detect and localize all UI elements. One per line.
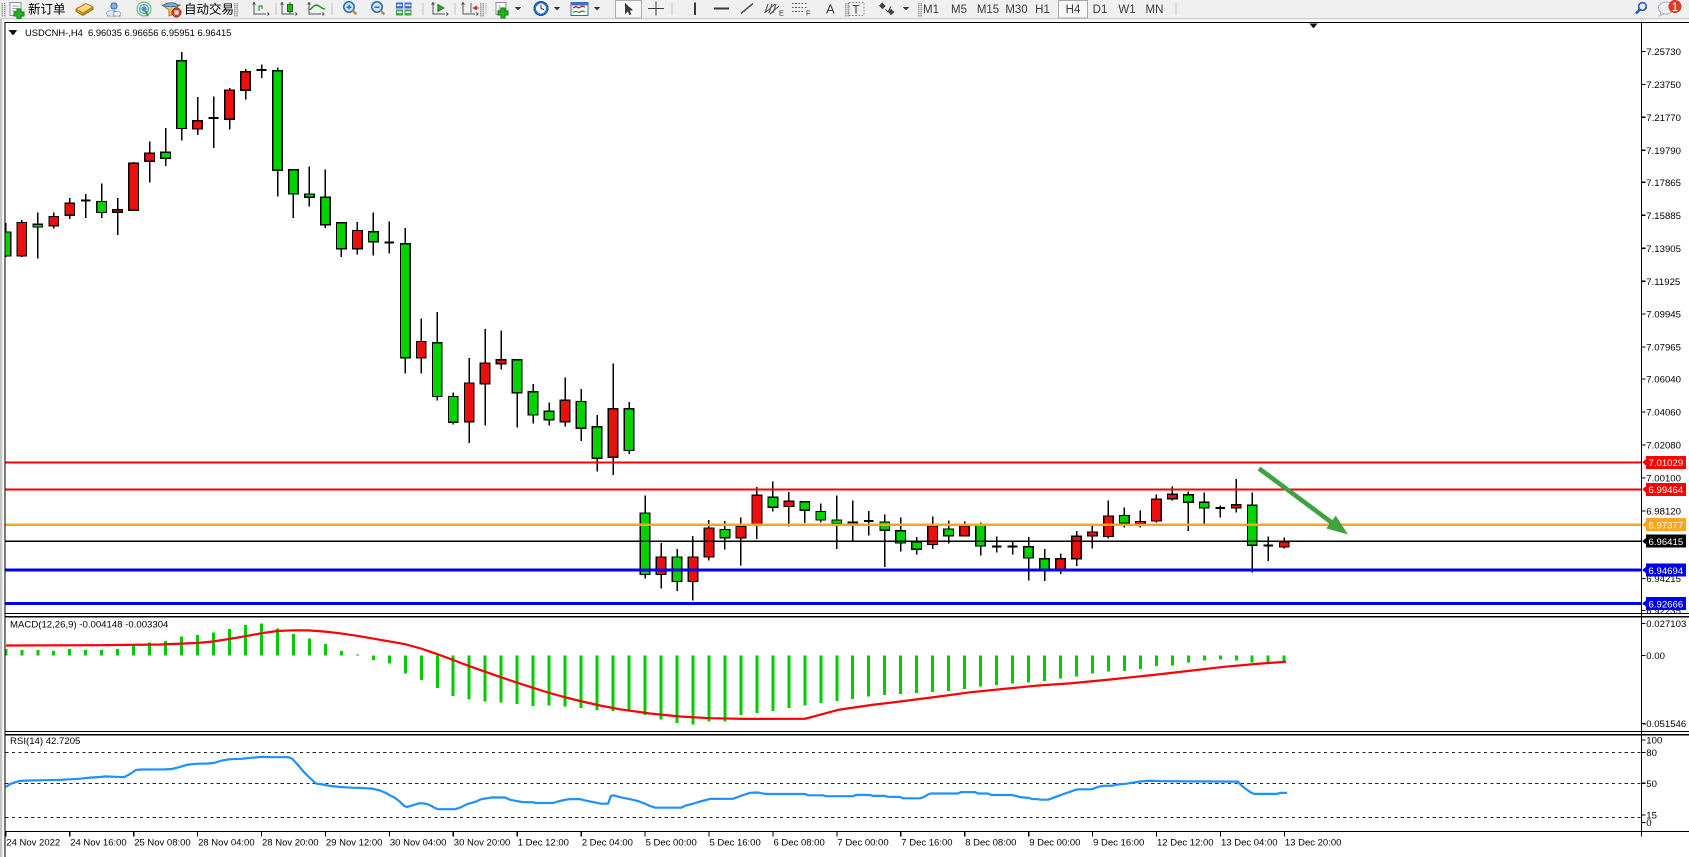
svg-text:1: 1 xyxy=(1672,2,1678,14)
svg-text:D1: D1 xyxy=(1093,4,1108,16)
svg-text:MN: MN xyxy=(1146,4,1164,16)
svg-text:7.01029: 7.01029 xyxy=(1649,458,1684,469)
svg-text:25 Nov 08:00: 25 Nov 08:00 xyxy=(134,838,191,849)
svg-text:MACD(12,26,9) -0.004148 -0.003: MACD(12,26,9) -0.004148 -0.003304 xyxy=(10,620,169,631)
svg-text:M1: M1 xyxy=(923,4,939,16)
svg-text:7.11925: 7.11925 xyxy=(1646,277,1680,288)
svg-text:100: 100 xyxy=(1646,736,1662,747)
svg-text:6.96415: 6.96415 xyxy=(1649,537,1684,548)
svg-text:7.04060: 7.04060 xyxy=(1646,408,1681,419)
svg-text:29 Nov 12:00: 29 Nov 12:00 xyxy=(326,838,383,849)
svg-text:H1: H1 xyxy=(1035,4,1050,16)
svg-text:7.19790: 7.19790 xyxy=(1646,146,1681,157)
svg-text:1 Dec 12:00: 1 Dec 12:00 xyxy=(518,838,569,849)
svg-text:7.09945: 7.09945 xyxy=(1646,310,1681,321)
svg-text:7 Dec 00:00: 7 Dec 00:00 xyxy=(837,838,888,849)
svg-text:6.92235: 6.92235 xyxy=(1646,606,1681,617)
svg-text:9 Dec 16:00: 9 Dec 16:00 xyxy=(1093,838,1144,849)
svg-text:24 Nov 2022: 24 Nov 2022 xyxy=(6,838,60,849)
svg-text:7.00100: 7.00100 xyxy=(1646,474,1681,485)
svg-text:6.99464: 6.99464 xyxy=(1649,485,1684,496)
svg-text:28 Nov 20:00: 28 Nov 20:00 xyxy=(262,838,319,849)
svg-text:6.98120: 6.98120 xyxy=(1646,507,1681,518)
svg-text:30 Nov 04:00: 30 Nov 04:00 xyxy=(390,838,447,849)
svg-text:H4: H4 xyxy=(1066,4,1081,16)
svg-text:9 Dec 00:00: 9 Dec 00:00 xyxy=(1029,838,1080,849)
svg-text:12 Dec 12:00: 12 Dec 12:00 xyxy=(1157,838,1214,849)
svg-text:M5: M5 xyxy=(951,4,967,16)
svg-text:50: 50 xyxy=(1646,779,1657,790)
svg-text:6 Dec 08:00: 6 Dec 08:00 xyxy=(774,838,825,849)
svg-text:28 Nov 04:00: 28 Nov 04:00 xyxy=(198,838,255,849)
svg-text:7.15885: 7.15885 xyxy=(1646,211,1681,222)
svg-text:自动交易: 自动交易 xyxy=(184,2,234,17)
svg-text:13 Dec 20:00: 13 Dec 20:00 xyxy=(1285,838,1342,849)
svg-text:USDCNH-,H4 6.96035 6.96656 6.: USDCNH-,H4 6.96035 6.96656 6.95951 6.964… xyxy=(25,27,231,38)
svg-text:7 Dec 16:00: 7 Dec 16:00 xyxy=(901,838,952,849)
svg-text:6.94215: 6.94215 xyxy=(1646,574,1681,585)
svg-text:30 Nov 20:00: 30 Nov 20:00 xyxy=(454,838,511,849)
svg-text:6.94694: 6.94694 xyxy=(1649,566,1684,577)
svg-text:5 Dec 16:00: 5 Dec 16:00 xyxy=(710,838,761,849)
svg-text:T: T xyxy=(853,5,860,17)
svg-text:新订单: 新订单 xyxy=(28,2,66,17)
svg-text:15: 15 xyxy=(1646,811,1657,822)
svg-text:6.97377: 6.97377 xyxy=(1649,520,1684,531)
svg-text:7.21770: 7.21770 xyxy=(1646,113,1681,124)
svg-text:7.07965: 7.07965 xyxy=(1646,343,1681,354)
svg-text:80: 80 xyxy=(1646,748,1657,759)
svg-text:0.027103: 0.027103 xyxy=(1646,619,1686,630)
svg-text:7.06040: 7.06040 xyxy=(1646,375,1681,386)
svg-text:F: F xyxy=(806,9,811,18)
svg-text:A: A xyxy=(826,2,835,17)
svg-text:M30: M30 xyxy=(1005,4,1027,16)
svg-text:7.17865: 7.17865 xyxy=(1646,178,1681,189)
svg-text:5 Dec 00:00: 5 Dec 00:00 xyxy=(646,838,697,849)
svg-text:E: E xyxy=(779,9,784,18)
svg-text:0: 0 xyxy=(1646,818,1651,829)
svg-text:7.23750: 7.23750 xyxy=(1646,80,1681,91)
svg-text:M15: M15 xyxy=(977,4,999,16)
svg-text:8 Dec 08:00: 8 Dec 08:00 xyxy=(965,838,1016,849)
svg-text:7.02080: 7.02080 xyxy=(1646,441,1681,452)
svg-text:0.00: 0.00 xyxy=(1646,651,1665,662)
svg-text:-0.051546: -0.051546 xyxy=(1643,719,1686,730)
svg-text:6.92666: 6.92666 xyxy=(1649,599,1684,610)
svg-text:2 Dec 04:00: 2 Dec 04:00 xyxy=(582,838,633,849)
svg-text:7.25730: 7.25730 xyxy=(1646,47,1681,58)
svg-text:13 Dec 04:00: 13 Dec 04:00 xyxy=(1221,838,1278,849)
svg-text:24 Nov 16:00: 24 Nov 16:00 xyxy=(70,838,127,849)
svg-text:RSI(14) 42.7205: RSI(14) 42.7205 xyxy=(10,736,80,747)
svg-text:7.13905: 7.13905 xyxy=(1646,244,1681,255)
svg-text:W1: W1 xyxy=(1118,4,1135,16)
